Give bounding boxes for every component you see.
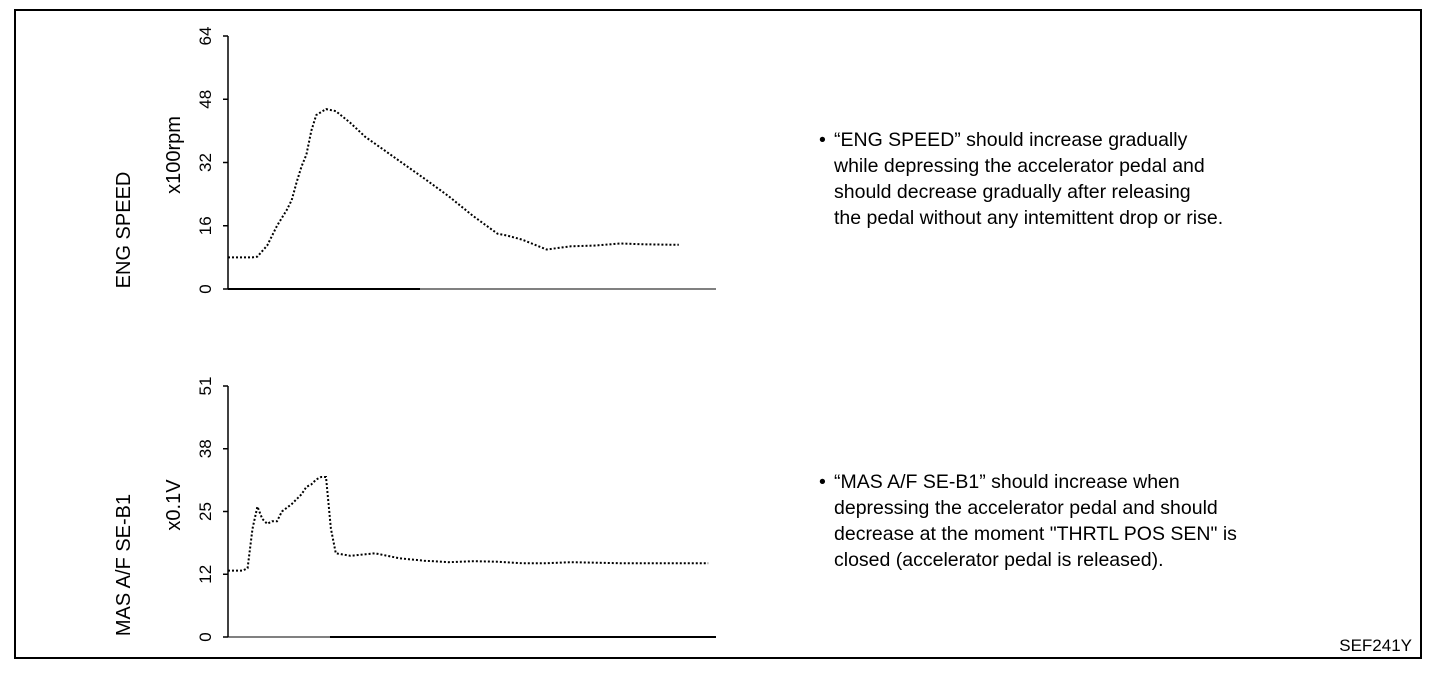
eng-speed-y-tick-label: 0 (196, 284, 215, 293)
mas-af-chart: 0 12 25 38 51 MAS A/F SE-B1 x0.1V (113, 377, 716, 642)
eng-speed-y-tick-label: 64 (196, 27, 215, 46)
note-line: depressing the accelerator pedal and sho… (834, 497, 1218, 519)
mas-af-y-tick-label: 38 (196, 439, 215, 458)
eng-speed-unit: x100rpm (163, 116, 185, 194)
mas-af-series-line (228, 476, 709, 572)
eng-speed-note: • “ENG SPEED” should increase gradually … (819, 127, 1224, 231)
eng-speed-y-tick-label: 32 (196, 153, 215, 172)
note-line: “ENG SPEED” should increase gradually (834, 129, 1188, 151)
mas-af-y-tick-label: 25 (196, 502, 215, 521)
note-line: closed (accelerator pedal is released). (834, 549, 1164, 571)
mas-af-y-ticks: 0 12 25 38 51 (196, 377, 228, 642)
note-line: should decrease gradually after releasin… (834, 181, 1191, 203)
mas-af-y-tick-label: 51 (196, 377, 215, 396)
note-line: “MAS A/F SE-B1” should increase when (834, 471, 1180, 493)
eng-speed-series-line (228, 108, 679, 259)
figure-frame (14, 9, 1422, 659)
mas-af-note: • “MAS A/F SE-B1” should increase when d… (819, 469, 1237, 573)
eng-speed-y-tick-label: 48 (196, 90, 215, 109)
eng-speed-y-tick-label: 16 (196, 216, 215, 235)
mas-af-unit: x0.1V (163, 479, 185, 531)
note-line: the pedal without any intemittent drop o… (834, 207, 1224, 229)
bullet-icon: • (819, 471, 826, 493)
bullet-icon: • (819, 129, 826, 151)
note-line: while depressing the accelerator pedal a… (834, 155, 1205, 177)
eng-speed-y-ticks: 0 16 32 48 64 (196, 27, 228, 294)
mas-af-y-tick-label: 0 (196, 632, 215, 641)
note-line: decrease at the moment "THRTL POS SEN" i… (834, 523, 1237, 545)
eng-speed-y-label: ENG SPEED (113, 172, 135, 289)
eng-speed-chart: 0 16 32 48 64 ENG SPEED x100rpm (113, 27, 716, 294)
mas-af-y-tick-label: 12 (196, 565, 215, 584)
mas-af-y-label: MAS A/F SE-B1 (113, 494, 135, 636)
figure-code: SEF241Y (1339, 636, 1412, 655)
